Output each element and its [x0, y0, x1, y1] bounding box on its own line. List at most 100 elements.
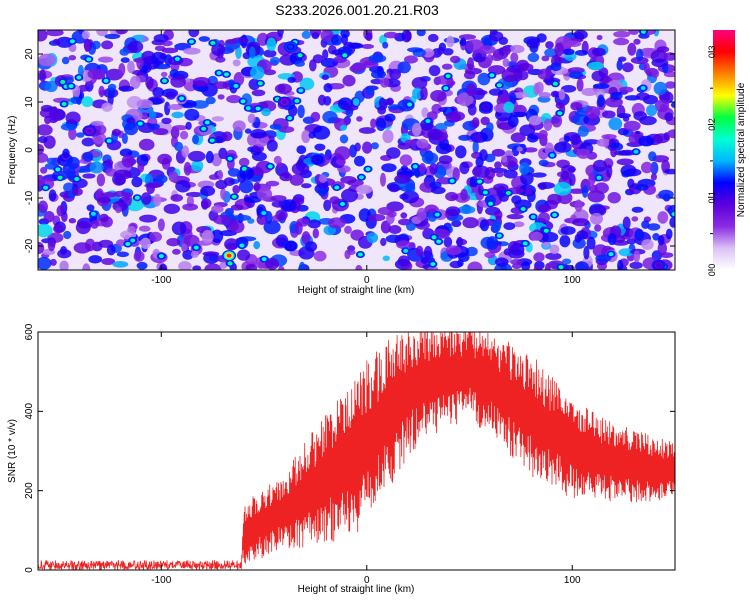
heatmap-cell [561, 85, 577, 93]
heatmap-cell [411, 123, 422, 137]
heatmap-cell [367, 214, 386, 222]
heatmap-cell [550, 62, 562, 72]
heatmap-cell [383, 31, 399, 39]
heatmap-cell [467, 57, 474, 70]
heatmap-cell [671, 212, 675, 217]
heatmap-cell [397, 61, 411, 74]
snr-axes: -100 0 100 0 200 400 600 [24, 323, 675, 586]
y-tick-label: 600 [24, 323, 35, 340]
heatmap-cell [510, 132, 526, 143]
heatmap-cell [247, 113, 256, 124]
heatmap-cell [493, 183, 509, 192]
heatmap-cell [371, 70, 386, 79]
heatmap-cell [278, 266, 285, 270]
heatmap-cell [358, 175, 364, 180]
heatmap-cell [616, 113, 632, 119]
heatmap-cell [448, 111, 465, 122]
heatmap-cell [339, 134, 349, 144]
heatmap-cell [340, 202, 345, 206]
heatmap-cell [612, 240, 629, 246]
heatmap-cell [227, 168, 241, 177]
heatmap-cell [193, 245, 199, 250]
heatmap-cell [524, 187, 533, 196]
heatmap-cell [471, 117, 480, 128]
heatmap-cell [406, 221, 416, 231]
heatmap-cell [503, 222, 516, 231]
heatmap-bright-spot [86, 128, 92, 133]
heatmap-cell [641, 161, 653, 174]
heatmap-cell [362, 141, 373, 154]
heatmap-cell [250, 129, 267, 139]
heatmap-cell [496, 83, 502, 88]
heatmap-cell [116, 239, 126, 247]
x-tick-label: -100 [151, 575, 171, 586]
heatmap-cell [356, 116, 363, 122]
heatmap-cell [596, 175, 602, 180]
heatmap-cell [474, 133, 483, 142]
heatmap-cell [469, 176, 479, 188]
heatmap-cell [442, 48, 454, 56]
heatmap-cell [411, 77, 428, 90]
heatmap-cell [211, 229, 224, 244]
y-tick-label: 10 [24, 96, 35, 108]
heatmap-cell [232, 185, 241, 194]
heatmap-cell [664, 168, 675, 175]
heatmap-cell [329, 196, 340, 205]
heatmap-cell [174, 56, 180, 61]
heatmap-cell [227, 156, 233, 161]
heatmap-cell [378, 97, 386, 109]
y-tick-label: -20 [24, 238, 35, 253]
heatmap-cell [552, 81, 558, 86]
heatmap-cell [211, 204, 224, 214]
heatmap-cell [297, 53, 303, 58]
heatmap-cell [452, 167, 460, 181]
heatmap-cell [665, 81, 675, 89]
heatmap-cell [627, 42, 637, 56]
heatmap-cell [509, 44, 525, 54]
heatmap-cell [570, 102, 583, 111]
heatmap-cell [488, 88, 504, 96]
heatmap-cell [629, 261, 643, 269]
heatmap-cell [38, 136, 48, 144]
heatmap-cell [242, 52, 251, 60]
heatmap-bright-spot [288, 244, 294, 248]
heatmap-cell [261, 108, 271, 117]
heatmap-cell [588, 172, 596, 186]
heatmap-cell [520, 171, 534, 185]
heatmap-cell [183, 47, 201, 55]
heatmap-cell [647, 223, 661, 231]
heatmap-cell [205, 150, 214, 164]
heatmap-cell [86, 204, 95, 212]
heatmap-cell [648, 151, 657, 162]
heatmap-cell [404, 55, 418, 64]
heatmap-cell [388, 225, 402, 234]
heatmap-cell [344, 225, 352, 234]
heatmap-cell [298, 88, 304, 93]
heatmap-cell [379, 34, 387, 45]
heatmap-cell [69, 39, 75, 44]
heatmap-cell [231, 194, 237, 199]
heatmap-cell [263, 49, 277, 58]
heatmap-cell [445, 206, 461, 217]
heatmap-cell [301, 183, 312, 189]
heatmap-cell [323, 83, 333, 93]
heatmap-cell [211, 116, 224, 122]
heatmap-cell [172, 248, 181, 255]
heatmap-cell [420, 86, 428, 101]
heatmap-cell [96, 30, 108, 37]
heatmap-cell [188, 30, 200, 38]
heatmap-cell [384, 113, 396, 122]
heatmap-cell [568, 71, 584, 79]
heatmap-cell [421, 152, 439, 165]
heatmap-cell [576, 78, 584, 92]
heatmap-cell [657, 211, 669, 224]
heatmap-cell [133, 251, 145, 262]
heatmap-cell [652, 133, 670, 144]
heatmap-cell [633, 38, 641, 45]
heatmap-cell [387, 104, 401, 111]
heatmap-cell [370, 118, 377, 129]
heatmap-cell [118, 85, 134, 92]
heatmap-cell [596, 34, 603, 41]
heatmap-cell [137, 121, 143, 126]
heatmap-cell [46, 30, 64, 37]
